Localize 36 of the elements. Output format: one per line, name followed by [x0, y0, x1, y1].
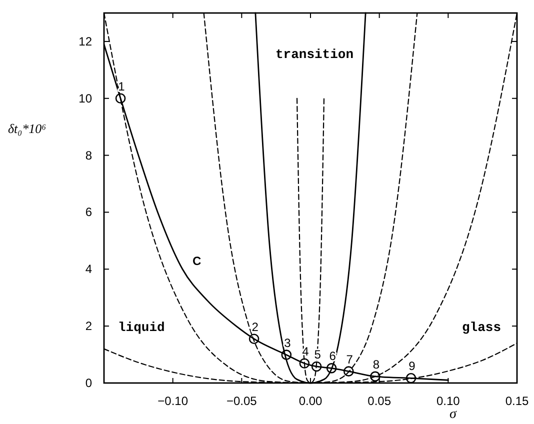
point: [326, 363, 337, 374]
annotation: glass: [462, 320, 502, 335]
annotation: 6: [329, 349, 336, 364]
x-tick-label: −0.10: [158, 394, 188, 408]
point: [281, 350, 292, 360]
x-tick-label: −0.05: [226, 394, 258, 408]
point: [299, 358, 310, 369]
annotation: transition: [275, 47, 354, 62]
annotation: 8: [372, 357, 380, 372]
annotation: liquid: [118, 320, 165, 335]
y-tick-label: 2: [85, 319, 92, 334]
y-tick-label: 8: [85, 148, 92, 162]
point: [370, 371, 380, 382]
y-tick-label: 10: [78, 91, 92, 106]
point: [343, 366, 354, 376]
y-tick-label: 0: [85, 376, 92, 390]
x-axis-title: σ: [450, 407, 458, 422]
point: [115, 93, 126, 104]
y-tick-label: 12: [78, 34, 92, 48]
annotation: 4: [302, 344, 310, 358]
y-axis-title: δt₀*10⁶: [8, 121, 47, 136]
annotation: 2: [252, 320, 259, 334]
point: [311, 361, 322, 372]
x-tick-label: 0.05: [368, 394, 392, 408]
annotation: 9: [408, 359, 416, 374]
x-tick-label: 0.10: [436, 394, 460, 408]
x-tick-label: 0.00: [298, 394, 322, 408]
y-tick-label: 6: [85, 205, 92, 220]
point: [248, 334, 260, 344]
x-tick-label: 0.15: [505, 394, 529, 408]
annotation: 1: [118, 79, 126, 94]
point: [406, 373, 416, 384]
annotation: 7: [346, 352, 354, 366]
y-tick-label: 4: [85, 262, 92, 276]
series-label: C: [192, 254, 202, 268]
annotation: 3: [284, 336, 292, 350]
